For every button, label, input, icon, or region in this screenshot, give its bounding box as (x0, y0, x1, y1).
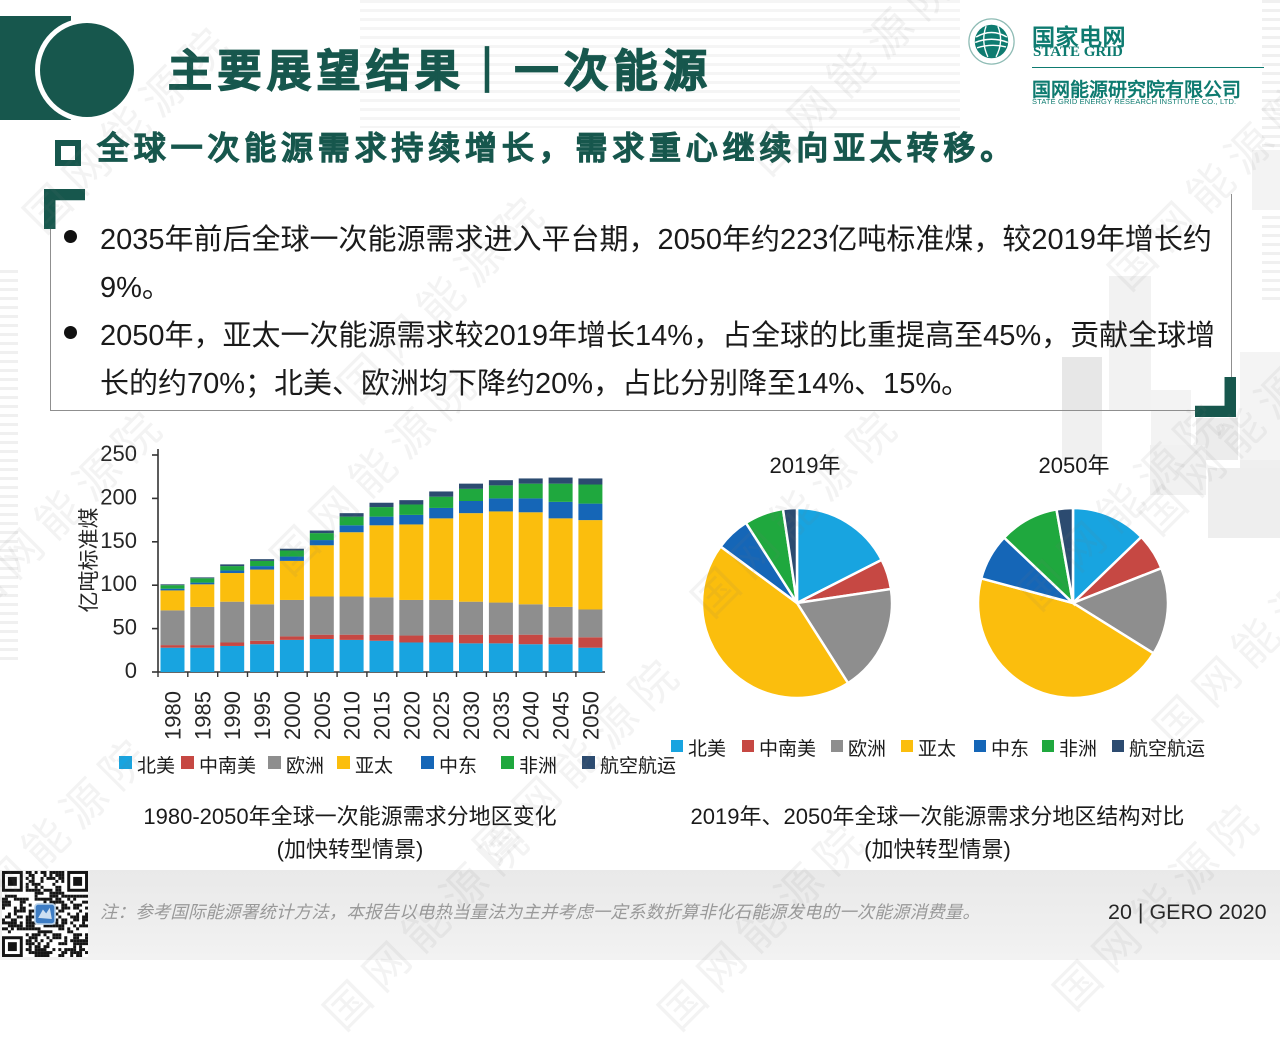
svg-text:2050: 2050 (578, 691, 603, 740)
svg-text:2020: 2020 (399, 691, 424, 740)
svg-text:150: 150 (100, 528, 137, 553)
svg-text:2040: 2040 (519, 691, 544, 740)
svg-text:1990: 1990 (220, 691, 245, 740)
svg-text:250: 250 (100, 441, 137, 466)
svg-text:2030: 2030 (459, 691, 484, 740)
svg-text:2010: 2010 (340, 691, 365, 740)
svg-text:2025: 2025 (429, 691, 454, 740)
svg-text:2045: 2045 (549, 691, 574, 740)
svg-text:2005: 2005 (310, 691, 335, 740)
svg-text:2015: 2015 (370, 691, 395, 740)
svg-text:2000: 2000 (280, 691, 305, 740)
svg-text:1985: 1985 (190, 691, 215, 740)
svg-text:200: 200 (100, 484, 137, 509)
svg-text:0: 0 (125, 658, 137, 683)
svg-text:1980: 1980 (161, 691, 186, 740)
svg-text:亿吨标准煤: 亿吨标准煤 (78, 508, 101, 613)
svg-text:1995: 1995 (250, 691, 275, 740)
svg-text:2035: 2035 (489, 691, 514, 740)
svg-text:50: 50 (113, 615, 137, 640)
svg-text:100: 100 (100, 571, 137, 596)
